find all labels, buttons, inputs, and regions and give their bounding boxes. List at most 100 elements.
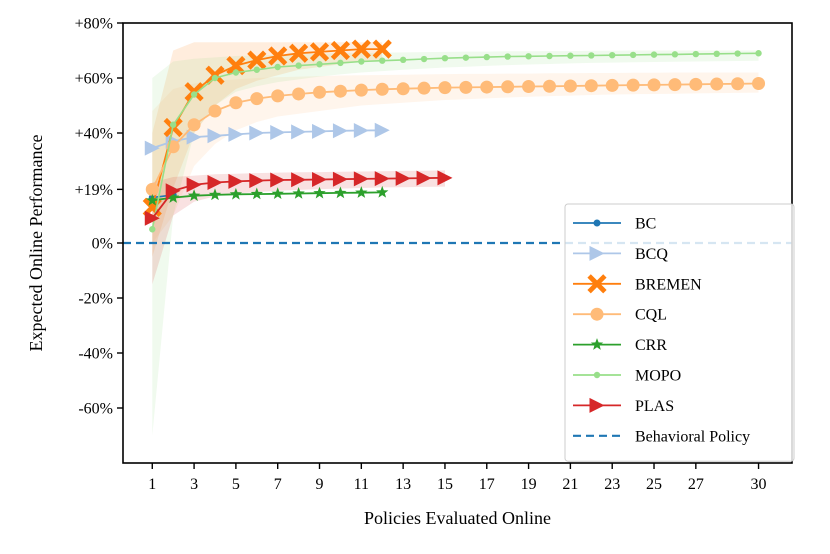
data-point-mopo [399, 56, 407, 64]
data-point-mopo [253, 66, 260, 73]
y-tick-label: -40% [78, 346, 113, 363]
legend-item-bcq: BCQ [573, 245, 668, 263]
data-point-plas [374, 171, 390, 187]
data-point-plas [395, 170, 411, 186]
data-point-cql [375, 82, 389, 96]
series-line-mopo [151, 52, 759, 230]
y-tick-label: +80% [75, 16, 113, 33]
series-mopo [149, 50, 762, 233]
data-point-plas [270, 172, 286, 188]
data-point-plas [416, 170, 432, 186]
x-tick-label: 19 [521, 476, 537, 493]
data-point-cql [396, 82, 410, 96]
data-point-bcq [312, 123, 328, 139]
data-point-mopo [169, 121, 177, 128]
y-tick-label: +60% [75, 71, 113, 88]
legend-marker-bcq [589, 245, 605, 261]
data-point-cql [501, 80, 515, 94]
y-tick-label: 0% [92, 236, 113, 253]
data-point-mopo [211, 74, 219, 82]
x-tick-label: 23 [604, 476, 620, 493]
x-tick-label: 7 [274, 476, 282, 493]
x-axis-label: Policies Evaluated Online [364, 508, 551, 528]
data-point-cql [145, 182, 159, 196]
y-axis-label: Expected Online Performance [26, 135, 46, 352]
y-tick-label: +40% [75, 126, 113, 143]
data-point-bremen [247, 50, 267, 70]
data-point-cql [208, 104, 222, 118]
data-point-cql [522, 80, 536, 94]
data-point-plas [312, 171, 328, 187]
data-point-crr [334, 186, 347, 199]
y-tick-label: -20% [78, 291, 113, 308]
legend-label-plas: PLAS [635, 398, 674, 415]
data-point-cql [292, 87, 306, 101]
data-point-bcq [270, 124, 286, 140]
data-point-mopo [588, 52, 595, 59]
data-point-crr [187, 189, 201, 201]
data-point-bcq [353, 123, 369, 139]
data-point-cql [480, 80, 494, 94]
x-tick-label: 21 [562, 476, 578, 493]
data-point-mopo [671, 51, 679, 58]
data-point-bcq [291, 124, 307, 140]
data-point-bremen [268, 46, 288, 66]
data-point-mopo [525, 53, 532, 60]
data-point-cql [626, 78, 640, 92]
series-plas [144, 170, 453, 226]
data-point-cql [438, 81, 452, 95]
data-point-bremen [330, 40, 351, 61]
band-mopo [152, 50, 759, 436]
data-point-crr [376, 185, 389, 198]
data-point-bremen [289, 43, 309, 63]
data-point-mopo [379, 57, 386, 64]
x-tick-label: 17 [479, 476, 495, 493]
data-point-bcq [332, 123, 348, 139]
data-point-plas [165, 183, 181, 199]
data-point-mopo [734, 50, 741, 57]
series-cql [145, 77, 766, 196]
x-tick-label: 27 [688, 476, 704, 493]
data-point-cql [333, 84, 347, 98]
data-point-cql [752, 77, 766, 90]
data-point-cql [271, 89, 285, 103]
legend-item-plas: PLAS [573, 397, 674, 415]
data-point-bcq [144, 140, 160, 156]
data-point-cql [459, 80, 473, 94]
data-point-mopo [462, 54, 470, 61]
data-point-mopo [358, 58, 365, 65]
data-point-mopo [504, 53, 511, 60]
x-tick-label: 13 [395, 476, 411, 493]
data-point-cql [354, 83, 368, 97]
data-point-plas [437, 170, 453, 186]
data-point-mopo [420, 55, 428, 63]
data-point-cql [647, 78, 661, 92]
x-tick-label: 30 [751, 476, 767, 493]
data-point-bcq [249, 125, 265, 141]
data-point-mopo [650, 51, 658, 58]
data-point-bremen [226, 56, 246, 76]
y-tick-label: +19% [75, 182, 113, 199]
legend-label-bremen: BREMEN [635, 276, 702, 293]
data-point-plas [186, 177, 202, 193]
data-point-mopo [274, 63, 281, 71]
x-tick-label: 25 [646, 476, 662, 493]
legend-label-cql: CQL [635, 307, 667, 324]
legend-label-bc: BC [635, 216, 656, 233]
data-point-mopo [483, 53, 490, 61]
data-point-cql [313, 85, 327, 99]
x-tick-label: 11 [354, 476, 369, 493]
legend: BC BCQ BREMEN CQL CRR MOPO PLAS Behavioral Poli… [564, 203, 795, 462]
data-point-plas [207, 175, 223, 190]
data-point-bremen [309, 42, 330, 62]
data-point-crr [250, 187, 263, 200]
data-point-cql [563, 79, 577, 93]
data-point-crr [292, 187, 305, 199]
x-tick-label: 9 [316, 476, 324, 493]
legend-item-cql: CQL [573, 307, 667, 324]
data-point-cql [542, 79, 556, 93]
x-axis-ticks: 1 3 5 7 9 11 13 15 17 19 21 23 25 27 30 [148, 463, 767, 493]
legend-marker-bremen [587, 274, 607, 294]
x-tick-label: 3 [190, 476, 198, 493]
data-point-mopo [755, 50, 762, 57]
